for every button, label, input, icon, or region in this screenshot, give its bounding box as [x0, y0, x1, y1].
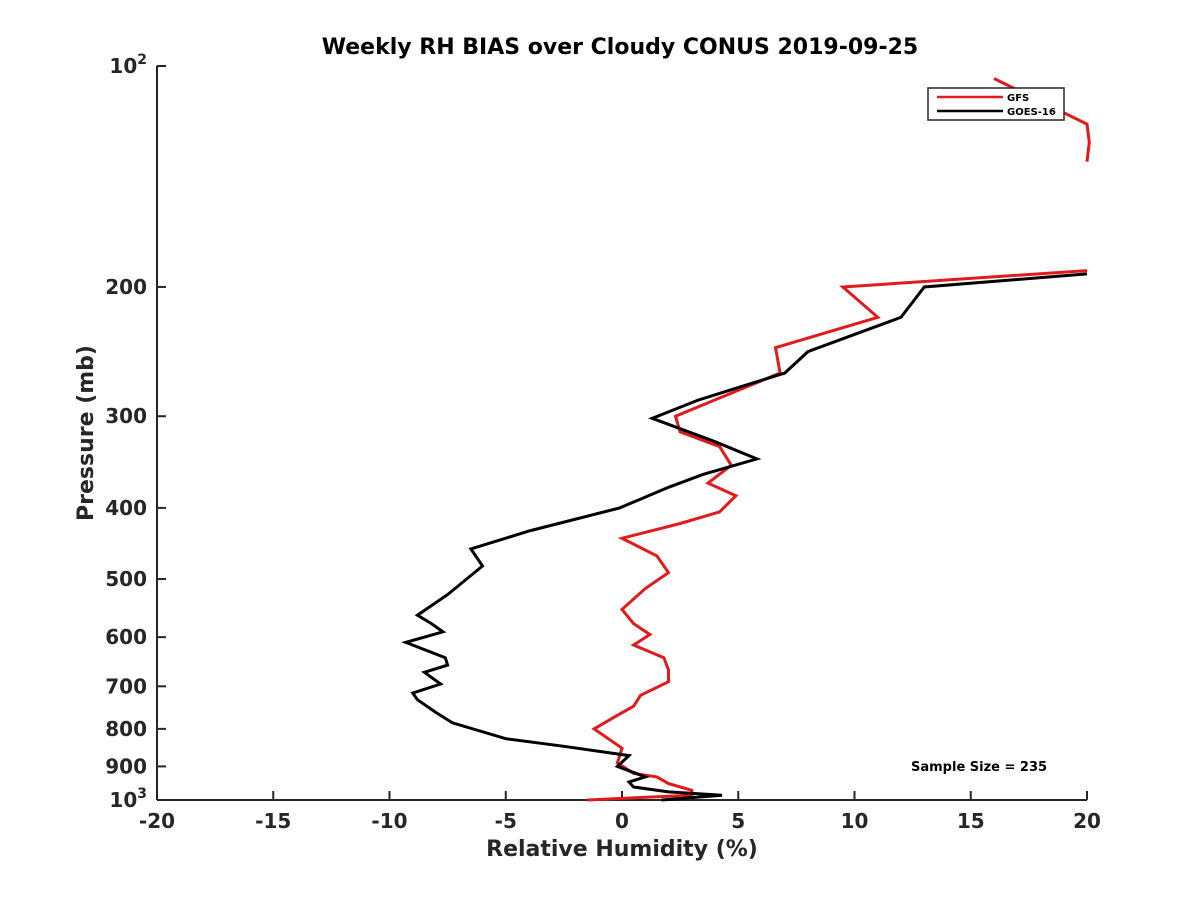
legend: GFS GOES-16: [927, 87, 1065, 121]
x-tick-label: 20: [1073, 809, 1101, 833]
y-tick-label: 200: [105, 275, 147, 299]
legend-label-goes-16: GOES-16: [1007, 107, 1056, 118]
sample-size-annotation: Sample Size = 235: [911, 760, 1047, 775]
x-tick-label: 5: [731, 809, 745, 833]
y-axis-label: Pressure (mb): [74, 345, 99, 521]
x-tick-label: -15: [255, 809, 291, 833]
x-tick-label: -10: [371, 809, 407, 833]
x-ticks: -20 -15 -10 -5 0 5 10 15 20: [139, 791, 1101, 833]
series-line-goes-16: [401, 272, 1088, 802]
x-tick-label: 0: [615, 809, 629, 833]
y-tick-label: 300: [105, 404, 147, 428]
x-tick-label: -5: [495, 809, 517, 833]
legend-label-gfs: GFS: [1007, 93, 1029, 104]
x-axis-label: Relative Humidity (%): [486, 837, 758, 862]
series-line-gfs: [587, 269, 1088, 802]
y-tick-label: 700: [105, 674, 147, 698]
legend-box: [927, 87, 1065, 121]
y-tick-label: 102: [109, 52, 147, 78]
x-tick-label: -20: [139, 809, 175, 833]
x-tick-label: 15: [957, 809, 985, 833]
y-ticks: 102 200 300 400 500 600 700 800 900 103: [105, 52, 166, 812]
chart-title: Weekly RH BIAS over Cloudy CONUS 2019-09…: [322, 35, 918, 60]
y-tick-label: 900: [105, 754, 147, 778]
x-tick-label: 10: [841, 809, 869, 833]
y-tick-label: 103: [109, 786, 147, 812]
y-tick-label: 400: [105, 496, 147, 520]
y-tick-label: 600: [105, 625, 147, 649]
y-tick-label: 500: [105, 567, 147, 591]
y-tick-label: 800: [105, 717, 147, 741]
